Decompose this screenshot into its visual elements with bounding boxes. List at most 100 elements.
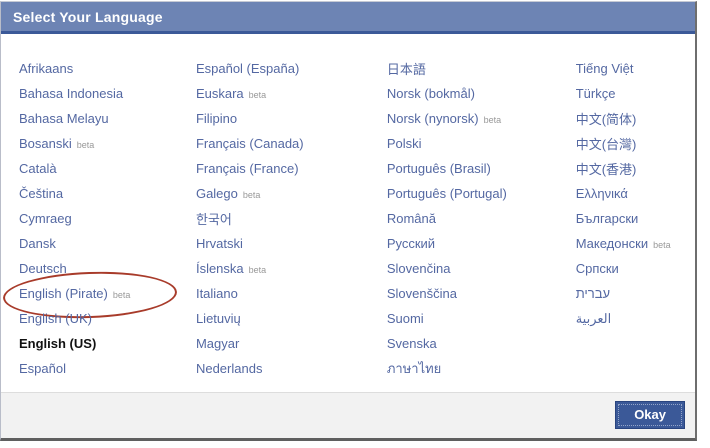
language-row: Nederlands (196, 356, 387, 381)
language-row: Italiano (196, 281, 387, 306)
dialog-header: Select Your Language (1, 2, 695, 34)
language-selection-dialog: Select Your Language Afrikaans Bahasa Ind… (0, 1, 697, 441)
language-row: Français (France) (196, 156, 387, 181)
language-link-bosanski[interactable]: Bosanski (19, 136, 72, 151)
language-row: Norsk (nynorsk) beta (387, 106, 576, 131)
language-link[interactable]: 한국어 (195, 212, 232, 227)
language-link[interactable]: 中文(香港) (575, 162, 637, 177)
language-link-rom-n[interactable]: Română (386, 211, 436, 226)
language-link-euskara[interactable]: Euskara (195, 86, 244, 101)
language-row: Français (Canada) (196, 131, 387, 156)
dialog-title: Select Your Language (13, 8, 163, 25)
language-row: 日本語 (387, 56, 576, 81)
language-link[interactable]: עברית (575, 286, 611, 301)
language-link[interactable]: ภาษาไทย (386, 361, 442, 376)
language-row: Български (576, 206, 695, 231)
language-link[interactable]: Српски (575, 261, 619, 276)
language-link-norsk-bokm-l[interactable]: Norsk (bokmål) (386, 86, 475, 101)
language-link-afrikaans[interactable]: Afrikaans (19, 61, 74, 76)
language-row: العربية (576, 306, 695, 331)
language-row: ภาษาไทย (387, 356, 576, 381)
language-link-sloven-ina[interactable]: Slovenščina (386, 286, 457, 301)
language-row: Polski (387, 131, 576, 156)
language-row: Norsk (bokmål) (387, 81, 576, 106)
language-link-e-tina[interactable]: Čeština (19, 186, 64, 201)
language-link-portugu-s-brasil[interactable]: Português (Brasil) (386, 161, 491, 176)
language-link-fran-ais-france[interactable]: Français (France) (195, 161, 299, 176)
language-link-ti-ng-vi-t[interactable]: Tiếng Việt (575, 61, 634, 76)
language-row: Galego beta (196, 181, 387, 206)
language-link[interactable]: Български (575, 211, 639, 226)
language-row: 中文(简体) (576, 106, 695, 131)
language-link[interactable]: 中文(简体) (575, 112, 637, 127)
language-row: Македонски beta (576, 231, 695, 256)
language-row: 中文(香港) (576, 156, 695, 181)
language-row: Euskara beta (196, 81, 387, 106)
language-link-english-us[interactable]: English (US) (19, 336, 97, 351)
language-link-bahasa-indonesia[interactable]: Bahasa Indonesia (19, 86, 124, 101)
language-column: Español (España) Euskara beta Filipino Franç… (196, 56, 387, 381)
language-link-english-pirate[interactable]: English (Pirate) (19, 286, 108, 301)
language-link-galego[interactable]: Galego (195, 186, 238, 201)
language-link-sloven-ina[interactable]: Slovenčina (386, 261, 451, 276)
language-link-catal[interactable]: Català (19, 161, 57, 176)
language-link-suomi[interactable]: Suomi (386, 311, 424, 326)
language-row: Slovenščina (387, 281, 576, 306)
language-link-deutsch[interactable]: Deutsch (19, 261, 67, 276)
language-row: Suomi (387, 306, 576, 331)
beta-badge: beta (76, 140, 95, 150)
language-link[interactable]: Русский (386, 236, 436, 251)
beta-badge: beta (483, 115, 502, 125)
language-link[interactable]: 日本語 (386, 62, 426, 77)
language-row: Português (Brasil) (387, 156, 576, 181)
okay-button[interactable]: Okay (615, 401, 685, 429)
language-row: Dansk (19, 231, 196, 256)
language-row: Türkçe (576, 81, 695, 106)
language-link-italiano[interactable]: Italiano (195, 286, 238, 301)
language-row: Bahasa Indonesia (19, 81, 196, 106)
language-column: Tiếng Việt Türkçe 中文(简体) 中文(台灣) 中文(香港) Ελληνι… (576, 56, 695, 381)
language-row: Español (19, 356, 196, 381)
beta-badge: beta (653, 240, 671, 250)
beta-badge: beta (242, 190, 261, 200)
language-link-bahasa-melayu[interactable]: Bahasa Melayu (19, 111, 109, 126)
language-row: 中文(台灣) (576, 131, 695, 156)
language-link-dansk[interactable]: Dansk (19, 236, 56, 251)
language-row: English (UK) (19, 306, 196, 331)
language-link-espa-ol-espa-a[interactable]: Español (España) (195, 61, 300, 76)
language-link-magyar[interactable]: Magyar (195, 336, 240, 351)
language-row: Cymraeg (19, 206, 196, 231)
dialog-footer: Okay (1, 392, 695, 438)
language-link-t-rk-e[interactable]: Türkçe (575, 86, 616, 101)
language-row: Svenska (387, 331, 576, 356)
language-row: English (US) (19, 331, 196, 356)
language-row: Ελληνικά (576, 181, 695, 206)
language-row: Íslenska beta (196, 256, 387, 281)
language-link-hrvatski[interactable]: Hrvatski (195, 236, 243, 251)
language-link-svenska[interactable]: Svenska (386, 336, 437, 351)
language-link[interactable]: Ελληνικά (575, 186, 628, 201)
language-link-portugu-s-portugal[interactable]: Português (Portugal) (386, 186, 507, 201)
language-link-english-uk[interactable]: English (UK) (19, 311, 92, 326)
language-row: Bosanski beta (19, 131, 196, 156)
language-link-lietuvi[interactable]: Lietuvių (195, 311, 241, 326)
language-row: Hrvatski (196, 231, 387, 256)
language-link-polski[interactable]: Polski (386, 136, 422, 151)
language-row: Magyar (196, 331, 387, 356)
language-link-cymraeg[interactable]: Cymraeg (19, 211, 72, 226)
language-link-norsk-nynorsk[interactable]: Norsk (nynorsk) (386, 111, 479, 126)
language-link-slenska[interactable]: Íslenska (195, 261, 244, 276)
language-link[interactable]: العربية (575, 310, 612, 326)
language-column: 日本語 Norsk (bokmål) Norsk (nynorsk) beta Pols… (387, 56, 576, 381)
language-link[interactable]: 中文(台灣) (575, 137, 637, 152)
language-row: Español (España) (196, 56, 387, 81)
language-row: Русский (387, 231, 576, 256)
language-link-filipino[interactable]: Filipino (195, 111, 238, 126)
beta-badge: beta (112, 290, 131, 300)
language-link-espa-ol[interactable]: Español (19, 361, 66, 376)
language-link-fran-ais-canada[interactable]: Français (Canada) (195, 136, 304, 151)
language-link-nederlands[interactable]: Nederlands (195, 361, 263, 376)
language-link[interactable]: Македонски (575, 236, 649, 251)
language-row: Filipino (196, 106, 387, 131)
language-row: Português (Portugal) (387, 181, 576, 206)
